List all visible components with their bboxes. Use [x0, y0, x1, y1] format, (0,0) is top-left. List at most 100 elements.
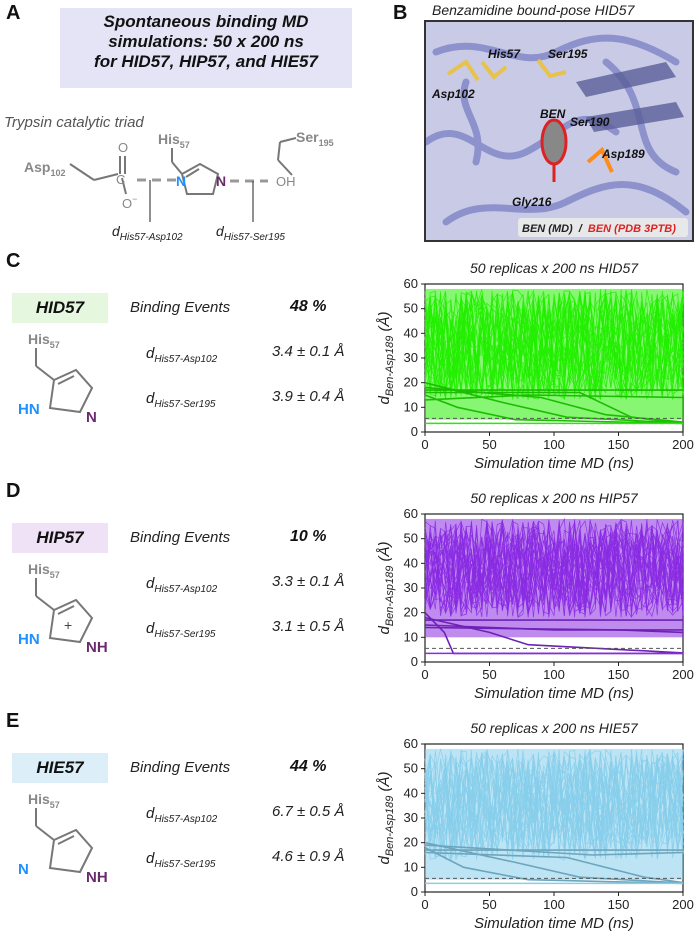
y-axis-label: dBen-Asp189 (Å) [376, 771, 396, 864]
y-tick-label: 40 [404, 785, 418, 800]
benzamidine-ligand [540, 118, 568, 182]
y-axis-label: dBen-Asp189 (Å) [376, 311, 396, 404]
y-tick-label: 10 [404, 399, 418, 414]
x-tick-label: 100 [543, 667, 565, 682]
replica-trace [424, 289, 684, 401]
y-tick-label: 40 [404, 325, 418, 340]
his-label: His57 [158, 131, 190, 150]
x-tick-label: 0 [421, 667, 428, 682]
replica-trace [424, 750, 684, 860]
asp102-sticks [446, 59, 480, 82]
his-residue-label: His57 [28, 561, 60, 580]
x-tick-label: 50 [482, 667, 496, 682]
legend-md: BEN (MD) [522, 223, 573, 235]
distance-time-plot: 0 50 100 150 200 0 10 20 30 40 50 60 Simulation time… [376, 738, 694, 932]
y-axis-label: dBen-Asp189 (Å) [376, 541, 396, 634]
replica-trace [424, 290, 684, 399]
replica-trace [424, 520, 684, 616]
beta-strand-2 [586, 102, 684, 132]
ser195-sticks [536, 58, 567, 79]
replica-trace [424, 750, 684, 859]
y-tick-label: 40 [404, 555, 418, 570]
x-axis-label: Simulation time MD (ns) [474, 915, 634, 932]
replica-trace [424, 290, 684, 400]
his57-sticks [480, 60, 508, 80]
distance-ser-value: 3.9 ± 0.4 Å [272, 388, 345, 405]
bound-replica-trace [424, 394, 684, 425]
y-tick-label: 0 [411, 424, 418, 439]
distance-time-plot: 0 50 100 150 200 0 10 20 30 40 50 60 Simulation time… [376, 508, 694, 702]
distance-asp-label: dHis57-Asp102 [146, 805, 218, 825]
distance-ser-value: 4.6 ± 0.9 Å [272, 848, 345, 865]
y-tick-label: 0 [411, 654, 418, 669]
carbon-label: C [116, 172, 125, 187]
ribbon-5 [460, 78, 482, 166]
residue-label-his57: His57 [488, 47, 521, 61]
plot-title: 50 replicas x 200 ns HIE57 [470, 720, 638, 736]
replica-trace [424, 518, 684, 617]
bound-replica-trace [424, 626, 684, 634]
x-tick-label: 50 [482, 897, 496, 912]
ser-bond-3 [277, 159, 293, 176]
y-tick-label: 60 [404, 278, 418, 291]
bound-replica-trace [424, 841, 684, 884]
binding-events-percent: 44 % [290, 758, 327, 775]
x-tick-label: 150 [608, 667, 630, 682]
y-tick-label: 10 [404, 629, 418, 644]
x-axis-label: Simulation time MD (ns) [474, 685, 634, 702]
y-tick-label: 10 [404, 859, 418, 874]
panel-a-title-line-2: simulations: 50 x 200 ns [108, 32, 304, 51]
residue-label-gly216: Gly216 [512, 195, 552, 209]
nitrogen-epsilon-label: N [216, 173, 226, 189]
residue-label-ser195: Ser195 [548, 47, 588, 61]
histidine-structure: His57 HN N [18, 331, 97, 426]
distance-asp-value: 3.3 ± 0.1 Å [272, 573, 345, 590]
bound-replica-trace [424, 846, 684, 885]
ring-nitrogen-delta: N [18, 861, 29, 878]
distance-asp-label: dHis57-Asp102 [146, 345, 218, 365]
binding-events-percent: 48 % [290, 298, 327, 315]
plot-title: 50 replicas x 200 ns HID57 [469, 260, 639, 276]
y-tick-label: 20 [404, 605, 418, 620]
protein-cartoon: His57 Ser195 Asp102 BEN Ser190 Asp189 Gl… [426, 34, 690, 237]
residue-label-asp102: Asp102 [431, 87, 475, 101]
state-letter: C [6, 250, 21, 272]
bound-replica-trace [424, 394, 684, 401]
distance-ser-value: 3.1 ± 0.5 Å [272, 618, 345, 635]
carboxylate-o-label: O− [122, 194, 137, 211]
state-name-box: HIP57 [12, 523, 108, 553]
state-letter: D [6, 480, 21, 502]
distance-asp-value: 3.4 ± 0.1 Å [272, 343, 345, 360]
beta-strand-1 [576, 62, 676, 97]
histidine-structure: His57 N NH [18, 791, 108, 886]
y-tick-label: 30 [404, 350, 418, 365]
imidazole-ring [180, 162, 220, 195]
ribbon-3 [442, 181, 690, 226]
replica-trace [424, 749, 684, 860]
y-tick-label: 20 [404, 375, 418, 390]
his-residue-label: His57 [28, 791, 60, 810]
x-tick-label: 200 [672, 437, 694, 452]
nitrogen-delta-label: N [176, 173, 186, 189]
x-tick-label: 50 [482, 437, 496, 452]
imidazole-double-bond [185, 168, 200, 178]
replica-trace [424, 520, 684, 617]
replica-trace [424, 519, 684, 617]
catalytic-triad-diagram: His57 Asp102 Ser195 O C O− OH N N dHis57… [24, 130, 334, 243]
ring-nitrogen-epsilon: NH [86, 639, 108, 656]
legend-text: BEN (MD) / BEN (PDB 3PTB) [522, 223, 676, 235]
replica-trace [424, 521, 684, 614]
distance-time-plot: 0 50 100 150 200 0 10 20 30 40 50 60 Simulation time… [376, 278, 694, 472]
ring-nitrogen-delta: HN [18, 401, 40, 418]
residue-label-asp189: Asp189 [601, 147, 645, 161]
distance-asp-value: 6.7 ± 0.5 Å [272, 803, 345, 820]
state-name-box: HID57 [12, 293, 108, 323]
hydroxyl-label: OH [276, 174, 296, 189]
y-tick-label: 0 [411, 884, 418, 899]
replica-trace [424, 289, 684, 400]
ring-positive-charge: + [64, 617, 72, 633]
bound-replica-trace [424, 851, 684, 884]
ser-label: Ser195 [296, 130, 334, 148]
ser-bond-2 [277, 141, 281, 161]
ring-nitrogen-epsilon: NH [86, 869, 108, 886]
